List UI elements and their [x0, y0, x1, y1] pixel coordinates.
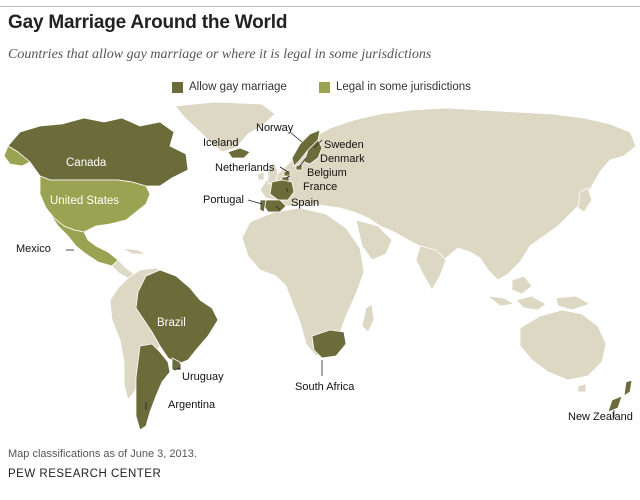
borneo — [511, 275, 533, 295]
legend-swatch-partial — [319, 81, 330, 93]
label-new-zealand: New Zealand — [568, 411, 633, 423]
new-zealand-south — [607, 395, 623, 413]
india — [415, 245, 447, 291]
label-sweden: Sweden — [324, 139, 364, 151]
chart-title: Gay Marriage Around the World — [8, 12, 288, 33]
new-guinea — [555, 295, 591, 311]
label-belgium: Belgium — [307, 167, 347, 179]
central-america — [111, 259, 135, 279]
legend-swatch-allow — [172, 81, 183, 93]
label-south-africa: South Africa — [295, 381, 355, 393]
legend-item-partial: Legal in some jurisdictions — [319, 81, 471, 93]
source-credit: PEW RESEARCH CENTER — [8, 468, 162, 480]
label-uruguay: Uruguay — [182, 371, 224, 383]
arabia — [355, 219, 393, 261]
label-mexico: Mexico — [16, 243, 51, 255]
south-africa-shape — [311, 329, 347, 359]
label-netherlands: Netherlands — [215, 162, 275, 174]
portugal-shape — [259, 199, 267, 213]
cuba — [121, 247, 147, 255]
label-denmark: Denmark — [320, 153, 365, 165]
france-shape — [269, 179, 295, 201]
indonesia-2 — [515, 295, 547, 311]
label-iceland: Iceland — [203, 137, 238, 149]
argentina-shape — [135, 343, 171, 431]
label-portugal: Portugal — [203, 194, 244, 206]
world-map: Canada United States Mexico Iceland Norw… — [3, 101, 637, 431]
sweden-shape — [303, 139, 323, 165]
label-argentina: Argentina — [168, 399, 216, 411]
mexico-shape — [45, 207, 119, 267]
legend-label-allow: Allow gay marriage — [189, 81, 287, 93]
brazil-shape — [135, 269, 219, 365]
australia — [519, 309, 607, 381]
greenland — [174, 101, 276, 153]
eurasia — [259, 107, 637, 281]
top-rule — [0, 6, 640, 7]
tasmania — [577, 383, 587, 393]
new-zealand-shape — [623, 379, 633, 397]
ireland — [257, 171, 265, 181]
alaska — [3, 145, 31, 167]
footnote: Map classifications as of June 3, 2013. — [8, 448, 197, 460]
indonesia-1 — [487, 295, 515, 307]
chart-subtitle: Countries that allow gay marriage or whe… — [8, 47, 432, 62]
africa — [241, 207, 365, 357]
legend-item-allow: Allow gay marriage — [172, 81, 287, 93]
label-canada: Canada — [66, 157, 107, 169]
label-france: France — [303, 181, 337, 193]
label-united-states: United States — [50, 195, 119, 207]
japan — [577, 187, 593, 213]
iceland-shape — [227, 147, 251, 159]
britain — [267, 161, 279, 185]
canada-shape — [7, 117, 189, 187]
label-brazil: Brazil — [157, 317, 186, 329]
label-norway: Norway — [256, 122, 294, 134]
label-spain: Spain — [291, 197, 319, 209]
madagascar — [361, 303, 375, 333]
legend-label-partial: Legal in some jurisdictions — [336, 81, 471, 93]
